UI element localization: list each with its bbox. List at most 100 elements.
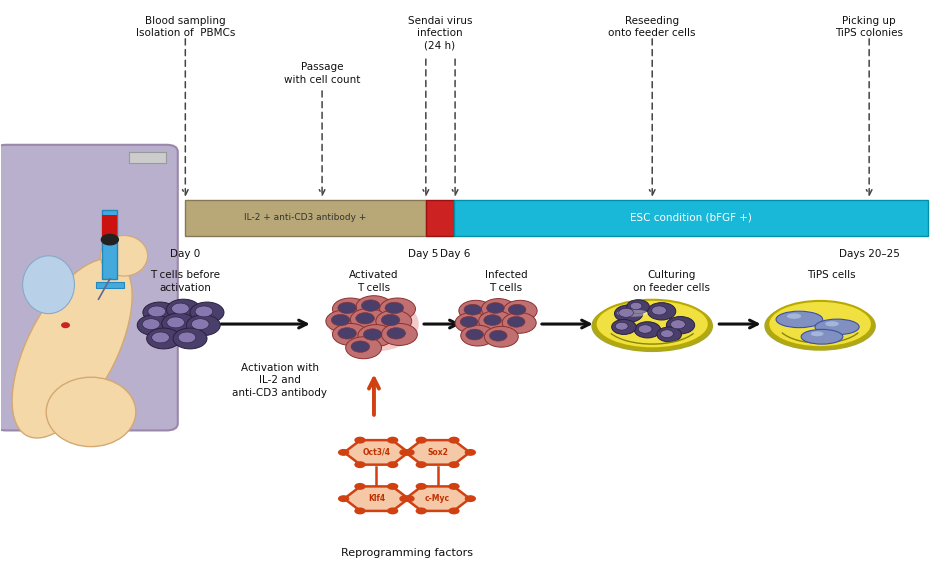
- Ellipse shape: [776, 311, 823, 328]
- Text: Infected
T cells: Infected T cells: [484, 270, 527, 293]
- Bar: [96, 282, 124, 288]
- Circle shape: [482, 299, 516, 320]
- Ellipse shape: [12, 259, 132, 438]
- Text: Day 6: Day 6: [440, 249, 470, 259]
- Circle shape: [403, 495, 414, 502]
- Circle shape: [381, 314, 400, 326]
- FancyBboxPatch shape: [0, 145, 178, 431]
- Circle shape: [142, 319, 160, 329]
- Circle shape: [415, 507, 427, 514]
- Circle shape: [448, 507, 460, 514]
- Circle shape: [363, 329, 382, 340]
- Polygon shape: [406, 486, 470, 511]
- Ellipse shape: [617, 310, 648, 317]
- Circle shape: [379, 298, 415, 320]
- Circle shape: [332, 324, 368, 346]
- Bar: [426, 200, 454, 235]
- Circle shape: [173, 328, 207, 349]
- Ellipse shape: [787, 313, 801, 319]
- Circle shape: [507, 317, 525, 327]
- Circle shape: [387, 328, 406, 339]
- Ellipse shape: [811, 331, 824, 336]
- Text: Day 0: Day 0: [170, 249, 201, 259]
- Circle shape: [448, 461, 460, 468]
- Bar: [185, 200, 426, 235]
- Circle shape: [666, 317, 694, 334]
- Circle shape: [166, 299, 201, 320]
- Text: Passage
with cell count: Passage with cell count: [284, 62, 360, 84]
- Circle shape: [331, 314, 350, 326]
- Circle shape: [195, 306, 213, 317]
- Circle shape: [376, 310, 412, 332]
- Circle shape: [325, 310, 361, 332]
- Ellipse shape: [801, 329, 843, 344]
- Circle shape: [387, 507, 398, 514]
- Circle shape: [358, 325, 394, 347]
- Ellipse shape: [825, 321, 839, 327]
- Circle shape: [503, 300, 537, 321]
- Circle shape: [338, 449, 349, 456]
- Ellipse shape: [768, 301, 872, 347]
- Circle shape: [355, 483, 365, 490]
- Circle shape: [178, 332, 196, 343]
- Circle shape: [464, 449, 476, 456]
- Circle shape: [502, 313, 536, 333]
- Circle shape: [615, 322, 628, 330]
- Text: Activated
T cells: Activated T cells: [349, 270, 398, 293]
- Circle shape: [147, 328, 181, 349]
- Circle shape: [162, 313, 196, 334]
- Text: IL-2 + anti-CD3 antibody +: IL-2 + anti-CD3 antibody +: [244, 213, 366, 222]
- Circle shape: [387, 461, 398, 468]
- Circle shape: [356, 296, 392, 318]
- Circle shape: [387, 483, 398, 490]
- Text: Sendai virus
infection
(24 h): Sendai virus infection (24 h): [408, 16, 472, 51]
- Circle shape: [630, 302, 642, 310]
- Text: c-Myc: c-Myc: [425, 494, 450, 503]
- Bar: [454, 200, 928, 235]
- Circle shape: [639, 325, 652, 333]
- Circle shape: [465, 329, 483, 340]
- Circle shape: [137, 315, 171, 336]
- Circle shape: [459, 300, 493, 321]
- Ellipse shape: [46, 377, 136, 447]
- Circle shape: [619, 309, 634, 317]
- Circle shape: [486, 303, 504, 313]
- Circle shape: [403, 449, 414, 456]
- Circle shape: [612, 320, 636, 335]
- Circle shape: [483, 315, 501, 325]
- Polygon shape: [129, 152, 166, 163]
- Circle shape: [186, 315, 220, 336]
- Text: TiPS cells: TiPS cells: [807, 270, 856, 280]
- Circle shape: [489, 331, 507, 341]
- Circle shape: [647, 303, 675, 320]
- Circle shape: [415, 437, 427, 444]
- Circle shape: [627, 300, 649, 314]
- Ellipse shape: [329, 296, 419, 352]
- Ellipse shape: [591, 300, 713, 352]
- Ellipse shape: [815, 319, 859, 335]
- Text: Culturing
on feeder cells: Culturing on feeder cells: [633, 270, 710, 293]
- Circle shape: [461, 325, 495, 346]
- Ellipse shape: [596, 300, 709, 349]
- Circle shape: [464, 304, 482, 315]
- Polygon shape: [102, 210, 117, 279]
- Text: Blood sampling
Isolation of  PBMCs: Blood sampling Isolation of PBMCs: [135, 16, 235, 38]
- Text: Oct3/4: Oct3/4: [362, 448, 391, 457]
- Circle shape: [356, 313, 375, 324]
- Circle shape: [657, 327, 681, 342]
- Circle shape: [671, 320, 685, 329]
- Circle shape: [381, 324, 417, 346]
- Polygon shape: [102, 216, 117, 238]
- Circle shape: [61, 323, 69, 328]
- Text: Day 5: Day 5: [408, 249, 438, 259]
- Circle shape: [361, 300, 380, 311]
- Ellipse shape: [23, 256, 75, 314]
- Polygon shape: [406, 440, 470, 465]
- Circle shape: [101, 234, 118, 245]
- Text: Picking up
TiPS colonies: Picking up TiPS colonies: [835, 16, 903, 38]
- Circle shape: [415, 461, 427, 468]
- Text: Reseeding
onto feeder cells: Reseeding onto feeder cells: [608, 16, 696, 38]
- Text: Reprogramming factors: Reprogramming factors: [341, 548, 473, 558]
- Text: Klf4: Klf4: [368, 494, 385, 503]
- Circle shape: [615, 305, 642, 322]
